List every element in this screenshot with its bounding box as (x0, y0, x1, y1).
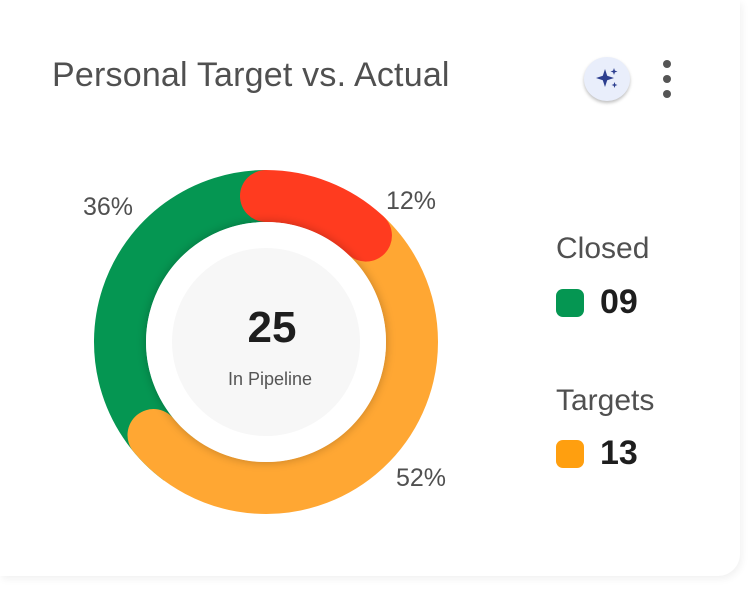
legend-closed-title: Closed (556, 232, 650, 265)
kebab-menu-icon (663, 90, 671, 98)
center-value: 25 (248, 303, 297, 352)
donut-center-inner (172, 248, 360, 436)
slice-pipeline (240, 170, 392, 262)
legend-targets-value: 13 (600, 434, 638, 472)
legend-targets: 13 (556, 434, 638, 473)
legend-closed-value: 09 (600, 283, 638, 321)
ai-insights-button[interactable] (584, 57, 630, 101)
legend-targets-title: Targets (556, 384, 655, 417)
slice-label-pipeline: 12% (386, 187, 436, 215)
center-label: In Pipeline (228, 369, 312, 389)
slice-label-closed: 36% (83, 193, 133, 221)
donut-chart: 25 In Pipeline 36% 12% 52% (83, 170, 446, 514)
chart-card: Personal Target vs. Actual 25 In Pipelin… (52, 56, 678, 514)
legend-targets-swatch (556, 439, 584, 468)
donut-slices (94, 170, 438, 514)
slice-label-targets: 52% (396, 464, 446, 492)
kebab-menu-icon (663, 60, 671, 68)
legend-closed-swatch (556, 288, 584, 317)
more-options-button[interactable] (656, 58, 678, 100)
legend-closed: 09 (556, 283, 638, 322)
sparkles-icon (596, 68, 618, 88)
kebab-menu-icon (663, 75, 671, 83)
slice-targets (127, 209, 438, 514)
card-title: Personal Target vs. Actual (52, 56, 450, 94)
